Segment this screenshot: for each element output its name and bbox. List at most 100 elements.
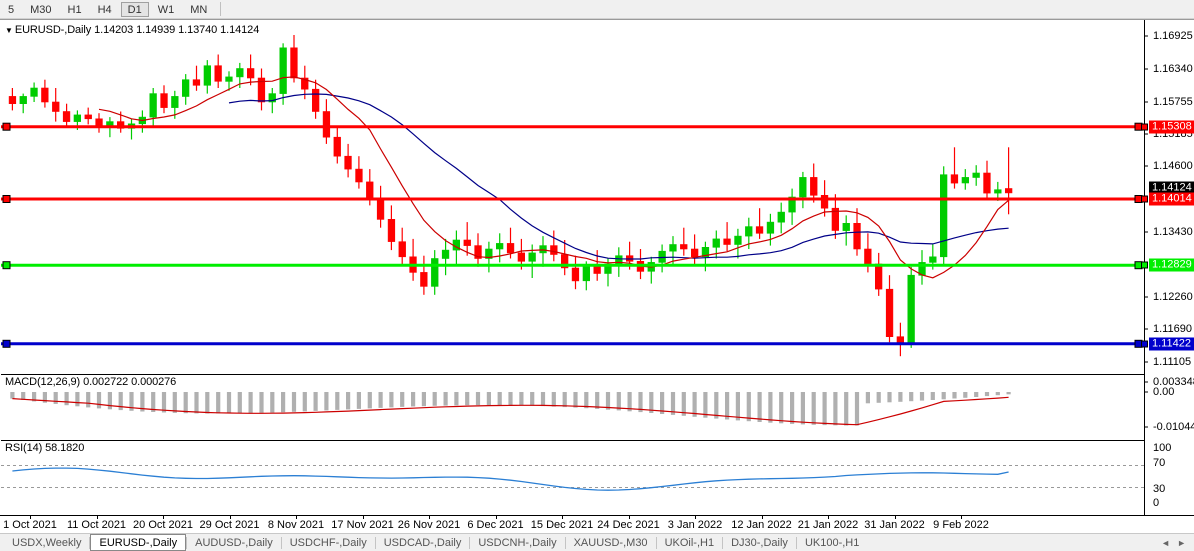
price-level-label-support[interactable]: 1.12829: [1149, 258, 1194, 272]
price-level-label-support[interactable]: 1.11422: [1149, 337, 1194, 351]
chart-tab-usdchf-daily[interactable]: USDCHF-,Daily: [289, 536, 367, 549]
rsi-plot: [1, 465, 1144, 491]
candle-body: [420, 272, 428, 287]
macd-histogram-bar: [237, 392, 242, 414]
candle-body: [192, 79, 201, 86]
chart-tab-usdcad-daily[interactable]: USDCAD-,Daily: [383, 536, 462, 549]
date-axis-label: 1 Oct 2021: [3, 519, 57, 531]
date-tick-mark: [429, 516, 430, 519]
level-line-handle-left[interactable]: [2, 261, 11, 270]
chart-tab-dj30-daily[interactable]: DJ30-,Daily: [731, 536, 788, 549]
date-tick-mark: [495, 516, 497, 519]
macd-tick-mark: [1145, 426, 1148, 428]
candle-body: [8, 96, 17, 105]
price-level-handle-resistance[interactable]: [1141, 195, 1148, 203]
candle-body: [874, 263, 883, 290]
macd-histogram-bar: [281, 392, 286, 413]
candle-body: [712, 238, 720, 248]
timeframe-button-h4[interactable]: H4: [97, 3, 112, 16]
macd-histogram-bar: [432, 392, 437, 406]
rsi-pane[interactable]: RSI(14) 58.1820: [1, 440, 1144, 508]
candle-body: [30, 87, 38, 97]
candle-body: [376, 198, 385, 220]
chart-tab-usdcnh-daily[interactable]: USDCNH-,Daily: [478, 536, 557, 549]
macd-histogram-bar: [10, 392, 15, 399]
candle-body: [669, 244, 677, 252]
rsi-tick-label: 0: [1153, 497, 1160, 509]
macd-histogram-bar: [346, 392, 351, 410]
price-level-handle-resistance[interactable]: [1141, 123, 1148, 131]
macd-histogram-bar: [356, 392, 361, 409]
macd-histogram-bar: [725, 392, 730, 420]
timeframe-button-m30[interactable]: M30: [30, 3, 52, 16]
date-axis-label: 12 Jan 2022: [731, 519, 792, 531]
timeframe-button-w1[interactable]: W1: [157, 3, 175, 16]
chart-tab-eurusd-daily[interactable]: EURUSD-,Daily: [90, 534, 187, 551]
tab-prev-icon[interactable]: ◄: [1161, 537, 1171, 548]
macd-histogram-bar: [887, 392, 892, 403]
macd-histogram-bar: [389, 392, 394, 408]
candle-body: [690, 248, 699, 258]
macd-tick-label: 0.00: [1153, 386, 1175, 398]
candle-body: [387, 219, 396, 242]
date-axis-label: 24 Dec 2021: [597, 519, 660, 531]
candle-body: [972, 172, 980, 178]
candle-body: [431, 258, 439, 287]
macd-histogram-bar: [107, 392, 112, 410]
macd-histogram-bar: [757, 392, 762, 422]
macd-histogram-bar: [129, 392, 134, 411]
chevron-down-icon[interactable]: ▼: [5, 25, 13, 35]
timeframe-button-d1[interactable]: D1: [120, 1, 149, 17]
macd-histogram-bar: [638, 392, 643, 413]
timeframe-button-h1[interactable]: H1: [67, 3, 82, 16]
macd-histogram-bar: [768, 392, 773, 423]
price-level-handle-support[interactable]: [1141, 340, 1148, 348]
macd-histogram-bar: [140, 392, 145, 412]
chart-tab-uk100-h1[interactable]: UK100-,H1: [804, 536, 860, 549]
timeframe-buttons: 5 M30 H1 H4 D1 W1 MN: [0, 1, 215, 17]
macd-histogram-bar: [530, 392, 535, 406]
toolbar-separator: [220, 2, 222, 16]
candle-body: [301, 77, 309, 90]
date-tick-mark: [96, 516, 98, 519]
date-axis[interactable]: 1 Oct 2021 11 Oct 2021 20 Oct 2021 29 Oct 2…: [0, 515, 1194, 534]
candle-body: [366, 181, 374, 199]
chart-tabs: USDX,Weekly EURUSD-,Daily AUDUSD-,Daily USD…: [4, 534, 867, 551]
price-tick-label: 1.16340: [1153, 63, 1193, 76]
price-pane[interactable]: ▼ EURUSD-,Daily 1.14203 1.14939 1.13740 1…: [1, 21, 1144, 373]
level-line-handle-left[interactable]: [2, 195, 11, 203]
price-tick-label: 1.11690: [1153, 322, 1192, 335]
price-level-handle-support[interactable]: [1141, 261, 1148, 269]
candle-body: [571, 267, 580, 282]
candle-body: [463, 239, 471, 246]
macd-histogram-bar: [540, 392, 546, 407]
price-level-label-resistance[interactable]: 1.15308: [1149, 120, 1194, 134]
timeframe-button-mn[interactable]: MN: [190, 3, 208, 16]
chart-tab-audusd-daily[interactable]: AUDUSD-,Daily: [195, 536, 273, 549]
date-tick-mark: [562, 516, 563, 519]
chart-tab-xauusd-m30[interactable]: XAUUSD-,M30: [573, 536, 648, 549]
candle-body: [885, 288, 894, 338]
macd-histogram-bar: [335, 392, 340, 410]
macd-histogram-bar: [876, 392, 881, 403]
level-line-handle-left[interactable]: [2, 339, 11, 348]
date-tick-mark: [628, 516, 630, 519]
price-level-label-resistance[interactable]: 1.14014: [1149, 192, 1194, 206]
tab-next-icon[interactable]: ►: [1177, 537, 1186, 548]
price-scale[interactable]: 1.16925 1.16340 1.15755 1.15185 1.14600 1.134…: [1141, 20, 1194, 515]
macd-histogram-bar: [42, 392, 47, 403]
level-line-handle-left[interactable]: [2, 122, 11, 131]
timeframe-button-5[interactable]: 5: [8, 3, 15, 16]
candle-body: [701, 247, 710, 258]
price-level-label-last-price[interactable]: 1.14124: [1149, 181, 1194, 195]
date-tick-mark: [362, 516, 364, 519]
chart-tab-usdx-weekly[interactable]: USDX,Weekly: [12, 536, 82, 549]
macd-pane[interactable]: MACD(12,26,9) 0.002722 0.000276: [1, 374, 1144, 438]
macd-histogram-bar: [96, 392, 102, 409]
chart-tab-ukoil-h1[interactable]: UKOil-,H1: [664, 536, 715, 549]
candle-body: [474, 245, 482, 259]
candle-body: [788, 196, 796, 213]
candle-body: [398, 241, 406, 258]
macd-histogram-bar: [475, 392, 481, 406]
